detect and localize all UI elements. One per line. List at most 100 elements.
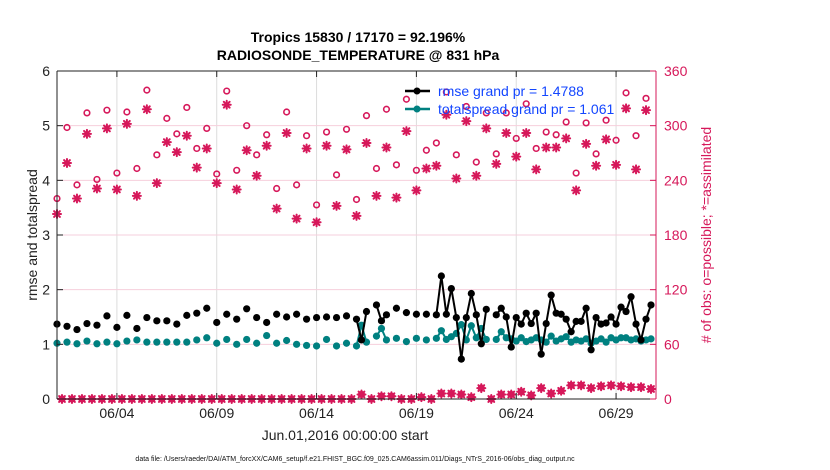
totalspread-point	[233, 340, 241, 348]
obs-offcycle-assimilated-point	[506, 389, 517, 400]
totalspread-point	[617, 334, 625, 342]
rmse-point	[582, 304, 590, 312]
axes: 06/04 06/09 06/14 06/19 06/24 06/290123456060…	[42, 63, 687, 421]
obs-offcycle-assimilated-point	[496, 389, 507, 400]
chart-title: Tropics 15830 / 17170 = 92.196%	[251, 29, 466, 45]
rmse-point	[133, 324, 141, 333]
rmse-point	[492, 311, 500, 319]
totalspread-point	[467, 322, 475, 330]
obs-possible-point	[73, 181, 81, 189]
obs-possible-point	[642, 94, 650, 102]
obs-assimilated-point	[311, 217, 322, 228]
obs-possible-point	[542, 128, 550, 136]
totalspread-point	[213, 339, 221, 347]
x-tick-label: 06/29	[599, 405, 634, 421]
totalspread-point	[93, 340, 101, 348]
obs-possible-point	[193, 144, 201, 153]
obs-possible-point	[472, 158, 480, 166]
totalspread-point	[322, 335, 331, 344]
obs-assimilated-point	[341, 144, 352, 155]
obs-assimilated-point	[411, 185, 422, 196]
rmse-point	[93, 321, 101, 329]
y-tick-label: 2	[42, 282, 50, 298]
obs-possible-point	[572, 169, 580, 177]
rmse-point	[123, 311, 131, 319]
rmse-point	[243, 305, 251, 313]
rmse-point	[103, 312, 111, 320]
obs-offcycle-assimilated-point	[356, 389, 367, 400]
obs-assimilated-point	[291, 213, 302, 224]
obs-possible-point	[462, 102, 470, 111]
y-tick-label: 3	[42, 227, 50, 243]
totalspread-point	[472, 334, 480, 342]
obs-assimilated-point	[121, 118, 132, 129]
rmse-point	[402, 309, 411, 317]
rmse-point	[432, 311, 440, 319]
rmse-point	[392, 304, 401, 312]
rmse-point	[497, 304, 505, 312]
totalspread-point	[163, 338, 171, 346]
legend-totalspread-label: totalspread grand pr = 1.061	[438, 101, 615, 117]
obs-possible-point	[173, 130, 181, 138]
rmse-point	[607, 313, 615, 321]
totalspread-point	[377, 324, 386, 333]
totalspread-point	[412, 334, 420, 342]
obs-possible-point	[392, 161, 401, 169]
totalspread-point	[273, 339, 281, 347]
obs-assimilated-point	[61, 158, 72, 169]
obs-assimilated-point	[501, 127, 512, 138]
obs-assimilated-point	[111, 184, 122, 195]
totalspread-point	[73, 340, 81, 348]
rmse-point	[642, 315, 650, 323]
y-tick-label: 6	[42, 63, 50, 79]
rmse-point	[322, 313, 331, 321]
obs-assimilated-point	[601, 134, 612, 145]
rmse-line-segment	[510, 317, 518, 348]
obs-assimilated-point	[491, 158, 502, 169]
obs-possible-point	[103, 106, 111, 114]
totalspread-point	[482, 335, 490, 344]
rmse-point	[532, 309, 540, 317]
rmse-point	[442, 310, 450, 318]
rmse-point	[452, 313, 460, 322]
rmse-point	[632, 320, 640, 328]
rmse-line-segment	[545, 294, 553, 324]
totalspread-point	[457, 321, 465, 329]
rmse-point	[507, 343, 515, 351]
marks	[52, 86, 657, 404]
obs-offcycle-assimilated-point	[596, 381, 607, 392]
totalspread-point	[517, 334, 525, 342]
obs-offcycle-assimilated-point	[446, 388, 457, 399]
rmse-point	[143, 313, 151, 322]
y-right-tick-label: 240	[664, 172, 688, 188]
obs-assimilated-point	[71, 193, 82, 204]
obs-possible-point	[133, 164, 141, 173]
totalspread-point	[647, 335, 655, 343]
rmse-point	[233, 315, 241, 323]
obs-assimilated-point	[611, 159, 622, 170]
obs-possible-point	[592, 150, 600, 158]
x-tick-label: 06/04	[99, 405, 134, 421]
rmse-point	[63, 322, 71, 330]
obs-assimilated-point	[351, 210, 362, 221]
obs-possible-point	[512, 134, 520, 143]
obs-possible-point	[432, 139, 440, 147]
obs-assimilated-point	[141, 104, 152, 115]
totalspread-point	[123, 337, 131, 345]
obs-possible-point	[382, 105, 391, 113]
obs-assimilated-point	[521, 127, 532, 138]
obs-assimilated-point	[281, 127, 292, 138]
obs-possible-point	[263, 131, 271, 139]
obs-assimilated-point	[221, 99, 232, 110]
obs-assimilated-point	[621, 103, 632, 114]
obs-offcycle-assimilated-point	[526, 390, 537, 401]
rmse-point	[173, 320, 181, 328]
totalspread-point	[63, 338, 71, 346]
obs-possible-point	[452, 151, 460, 159]
rmse-line-segment	[475, 314, 483, 344]
obs-possible-point	[312, 201, 321, 209]
x-tick-label: 06/19	[399, 405, 434, 421]
rmse-point	[542, 319, 550, 328]
rmse-point	[447, 284, 455, 293]
